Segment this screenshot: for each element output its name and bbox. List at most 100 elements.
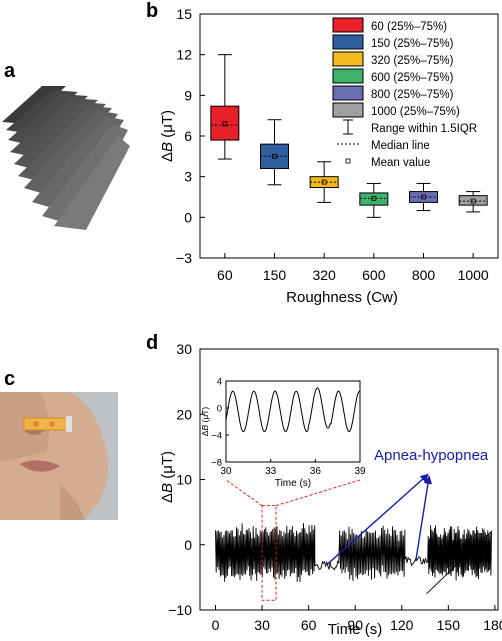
legend-label: 320 (25%–75%) xyxy=(371,55,454,67)
box-series-1000 xyxy=(458,191,488,213)
signal-x-tick-label: 30 xyxy=(254,617,270,633)
box-x-tick-label: 1000 xyxy=(458,267,489,283)
box-x-tick-label: 600 xyxy=(362,267,386,283)
signal-chart-trace xyxy=(215,523,492,595)
inset-y-tick-label: 4 xyxy=(217,377,222,388)
inset-x-tick-label: 39 xyxy=(354,466,366,477)
legend-swatch xyxy=(332,17,364,33)
box-iqr xyxy=(359,192,389,206)
panel-label-a: a xyxy=(4,60,16,82)
box-series-320 xyxy=(309,161,339,203)
legend-mean-symbol xyxy=(345,158,351,164)
inset-x-tick-label: 30 xyxy=(220,466,232,477)
box-chart-y-axis-label: ΔB (μT) xyxy=(159,110,176,162)
box-x-tick-label: 60 xyxy=(217,267,233,283)
signal-x-tick-label: 180 xyxy=(483,617,502,633)
signal-y-tick-label: 0 xyxy=(184,537,192,553)
box-y-tick-label: −3 xyxy=(176,250,192,266)
box-y-tick-label: 15 xyxy=(176,6,192,22)
box-y-tick-label: 9 xyxy=(184,87,192,103)
legend-swatch xyxy=(332,68,364,84)
legend-label: 1000 (25%–75%) xyxy=(371,106,460,118)
signal-y-tick-label: 10 xyxy=(176,472,192,488)
inset-x-axis-label: Time (s) xyxy=(275,478,311,489)
panel-label-c: c xyxy=(4,368,16,390)
signal-y-label-prefix: Δ xyxy=(159,493,176,503)
inset-y-label-unit: (μT) xyxy=(200,407,210,425)
box-mean-marker xyxy=(470,198,476,204)
inset-y-axis-label: ΔB (μT) xyxy=(200,407,210,437)
box-chart-x-axis-label: Roughness (Cw) xyxy=(286,289,398,306)
signal-chart-inset: −8 −4 0 4 30 33 36 39 ΔB (μT) Time (s) xyxy=(200,377,366,490)
apnea-annotation: Apnea-hypopnea xyxy=(374,447,489,464)
box-iqr xyxy=(309,176,339,189)
inset-x-tick-label: 36 xyxy=(310,466,322,477)
inset-signal-line xyxy=(225,387,360,433)
legend-label: Median line xyxy=(371,140,430,152)
box-plot-frame xyxy=(199,13,499,259)
box-y-tick-label: 12 xyxy=(176,47,192,63)
inset-frame xyxy=(225,380,361,463)
inset-x-tick-label: 33 xyxy=(265,466,277,477)
signal-x-tick-label: 60 xyxy=(301,617,317,633)
box-series-600 xyxy=(359,182,389,218)
inset-y-label-variable: B xyxy=(200,425,210,431)
box-mean-marker xyxy=(321,179,327,185)
sensor-strip xyxy=(23,416,72,432)
zoom-region-box xyxy=(261,505,277,601)
signal-chart-axes: −10 0 10 20 30 0 30 60 90 120 150 180 xyxy=(168,341,502,633)
signal-x-tick-label: 0 xyxy=(212,617,220,633)
box-y-tick-label: 6 xyxy=(184,128,192,144)
legend-label: 60 (25%–75%) xyxy=(371,21,447,33)
signal-chart-y-axis-label: ΔB (μT) xyxy=(159,451,176,503)
legend-swatch xyxy=(332,102,364,118)
face-photo xyxy=(0,392,118,520)
box-mean-marker xyxy=(272,153,277,159)
signal-chart-x-axis-label: Time (s) xyxy=(328,621,382,638)
panel-label-d: d xyxy=(146,332,159,354)
box-mean-marker xyxy=(421,194,426,200)
box-x-tick-label: 800 xyxy=(412,267,436,283)
box-iqr xyxy=(260,143,289,170)
box-series-800 xyxy=(409,182,438,212)
box-y-label-unit: (μT) xyxy=(159,110,176,142)
signal-x-tick-label: 90 xyxy=(347,617,363,633)
signal-y-tick-label: 20 xyxy=(176,406,192,422)
box-iqr xyxy=(409,191,438,203)
legend-label: Mean value xyxy=(371,157,430,169)
box-chart-axes: −3 0 3 6 9 12 15 60 150 320 600 800 1000 xyxy=(176,6,499,283)
zoom-connector-left xyxy=(225,479,263,507)
box-x-tick-label: 150 xyxy=(263,267,287,283)
signal-y-label-variable: B xyxy=(159,483,176,493)
inset-y-label-prefix: Δ xyxy=(200,430,210,436)
legend-label: 150 (25%–75%) xyxy=(371,38,454,50)
sandpaper-sheets xyxy=(2,86,130,230)
legend-swatch xyxy=(332,51,364,67)
box-y-tick-label: 0 xyxy=(184,209,192,225)
legend-swatch xyxy=(332,85,364,101)
signal-y-tick-label: 30 xyxy=(176,341,192,357)
box-y-label-prefix: Δ xyxy=(159,152,176,162)
sandpaper-photo xyxy=(0,80,132,230)
panel-label-b: b xyxy=(146,0,159,22)
apnea-arrow-2 xyxy=(415,475,433,562)
legend-label: 600 (25%–75%) xyxy=(371,72,454,84)
signal-x-tick-label: 150 xyxy=(437,617,461,633)
inset-y-tick-label: −4 xyxy=(211,431,222,442)
box-chart-boxes xyxy=(210,54,488,218)
box-iqr xyxy=(458,195,488,206)
signal-plot-frame xyxy=(199,348,499,611)
signal-y-label-unit: (μT) xyxy=(159,451,176,483)
box-x-tick-label: 320 xyxy=(312,267,336,283)
signal-chart-annotations: Apnea-hypopnea xyxy=(225,447,489,601)
inset-y-tick-label: 0 xyxy=(217,404,222,415)
legend-label: 800 (25%–75%) xyxy=(371,89,454,101)
box-mean-marker xyxy=(371,195,377,201)
box-y-tick-label: 3 xyxy=(184,169,192,185)
zoom-connector-right xyxy=(275,479,361,507)
box-y-label-variable: B xyxy=(159,142,176,152)
box-series-150 xyxy=(260,119,289,186)
signal-x-tick-label: 120 xyxy=(390,617,414,633)
box-chart-legend: 60 (25%–75%) 150 (25%–75%) 320 (25%–75%) 60… xyxy=(332,17,477,169)
box-mean-marker xyxy=(222,121,228,127)
